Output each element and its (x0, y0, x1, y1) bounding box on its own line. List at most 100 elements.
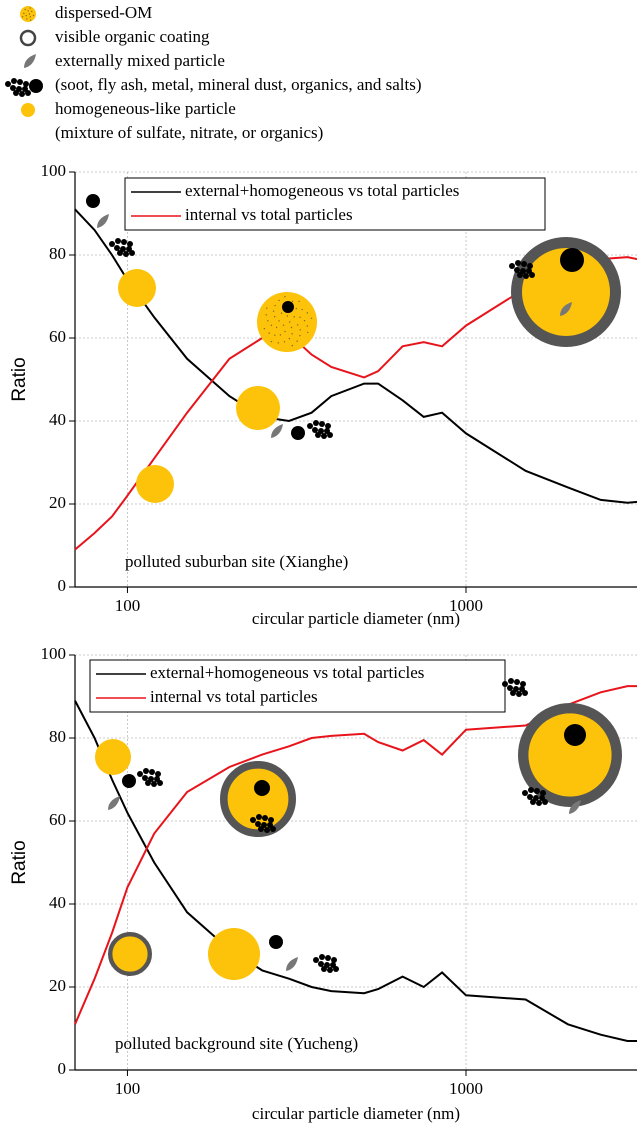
dispersed-om-speck (278, 320, 279, 321)
y-tick-label: 60 (49, 327, 66, 346)
soot-cluster-icon (307, 423, 313, 429)
soot-cluster-icon (115, 238, 121, 244)
soot-cluster-icon (530, 799, 536, 805)
y-tick-label: 80 (49, 727, 66, 746)
dispersed-om-speck (276, 327, 277, 328)
mixed-particle-icon (24, 54, 36, 68)
soot-cluster-icon (10, 85, 16, 91)
particle-legend-label: visible organic coating (55, 27, 210, 46)
soot-cluster-icon (325, 423, 331, 429)
dispersed-om-speck (266, 307, 267, 308)
soot-cluster-icon (542, 799, 548, 805)
dispersed-om-speck (297, 324, 298, 325)
soot-cluster-icon (250, 817, 256, 823)
soot-cluster-icon (327, 967, 333, 973)
dispersed-om-speck (29, 7, 30, 8)
dispersed-om-speck (278, 342, 279, 343)
soot-cluster-icon (313, 957, 319, 963)
soot-cluster-icon (145, 780, 151, 786)
soot-cluster-icon (13, 90, 19, 96)
dispersed-om-speck (23, 13, 24, 14)
dispersed-om-speck (284, 341, 285, 342)
figure: dispersed-OM visible organic coating exter… (0, 0, 637, 1135)
dispersed-om-speck (298, 301, 299, 302)
particle-legend-label: dispersed-OM (55, 3, 152, 22)
dispersed-om-speck (292, 301, 293, 302)
particle-legend-label: externally mixed particle (55, 51, 225, 70)
soot-cluster-icon (327, 432, 333, 438)
soot-cluster-icon (11, 78, 17, 84)
legend-label: external+homogeneous vs total particles (150, 663, 424, 682)
dispersed-om-speck (271, 341, 272, 342)
dispersed-om-speck (265, 314, 266, 315)
soot-cluster-icon (523, 273, 529, 279)
particle-legend-label: homogeneous-like particle (55, 99, 236, 118)
dispersed-om-speck (29, 13, 30, 14)
soot-cluster-icon (255, 821, 261, 827)
y-tick-label: 20 (49, 493, 66, 512)
dispersed-om-speck (307, 332, 308, 333)
dispersed-om-speck (268, 332, 269, 333)
soot-cluster-icon (19, 91, 25, 97)
soot-cluster-icon (256, 814, 262, 820)
soot-cluster-icon (315, 432, 321, 438)
dispersed-om-speck (300, 329, 301, 330)
y-tick-label: 100 (41, 644, 67, 663)
y-axis-label: Ratio (9, 357, 30, 401)
soot-cluster-icon (325, 955, 331, 961)
y-axis-label: Ratio (9, 840, 30, 884)
y-tick-label: 20 (49, 976, 66, 995)
soot-cluster-icon (129, 250, 135, 256)
soot-cluster-icon (270, 826, 276, 832)
soot-cluster-icon (258, 826, 264, 832)
dispersed-om-speck (267, 320, 268, 321)
mixed-particle-icon (97, 214, 109, 228)
dispersed-om-speck (273, 311, 274, 312)
soot-cluster-icon (151, 781, 157, 787)
site-annotation: polluted background site (Yucheng) (115, 1034, 358, 1053)
soot-cluster-icon (142, 775, 148, 781)
soot-cluster-icon (149, 769, 155, 775)
soot-cluster-icon (507, 685, 513, 691)
soot-cluster-icon (514, 267, 520, 273)
soot-cluster-icon (155, 771, 161, 777)
soot-cluster-icon (510, 690, 516, 696)
soot-cluster-icon (527, 263, 533, 269)
dispersed-om-speck (292, 345, 293, 346)
y-tick-label: 100 (41, 161, 67, 180)
soot-cluster-icon (331, 957, 337, 963)
soot-dot-icon (29, 79, 43, 93)
soot-cluster-icon (514, 679, 520, 685)
soot-cluster-icon (522, 790, 528, 796)
soot-cluster-icon (540, 790, 546, 796)
soot-cluster-icon (123, 251, 129, 257)
dispersed-om-speck (24, 9, 25, 10)
soot-cluster-icon (517, 272, 523, 278)
dispersed-om-speck (281, 312, 282, 313)
soot-cluster-icon (137, 771, 143, 777)
soot-cluster-icon (318, 961, 324, 967)
dispersed-om-speck (274, 305, 275, 306)
dispersed-om-speck (280, 334, 281, 335)
homogeneous-particle-icon (208, 928, 260, 980)
x-axis-label: circular particle diameter (nm) (252, 609, 460, 628)
soot-cluster-icon (157, 780, 163, 786)
soot-cluster-icon (528, 787, 534, 793)
legend-label: external+homogeneous vs total particles (185, 181, 459, 200)
legend-label: internal vs total particles (150, 687, 318, 706)
dispersed-om-speck (291, 327, 292, 328)
homogeneous-particle-icon (257, 292, 317, 352)
x-tick-label: 1000 (449, 1079, 483, 1098)
soot-cluster-icon (520, 681, 526, 687)
homogeneous-particle-icon (236, 386, 280, 430)
soot-cluster-icon (109, 241, 115, 247)
soot-cluster-icon (529, 272, 535, 278)
dispersed-om-speck (283, 324, 284, 325)
dispersed-om-speck (274, 335, 275, 336)
x-tick-label: 100 (115, 596, 141, 615)
soot-cluster-icon (268, 817, 274, 823)
soot-cluster-icon (534, 788, 540, 794)
soot-dot-icon (269, 935, 283, 949)
soot-cluster-icon (114, 245, 120, 251)
dispersed-om-speck (294, 316, 295, 317)
